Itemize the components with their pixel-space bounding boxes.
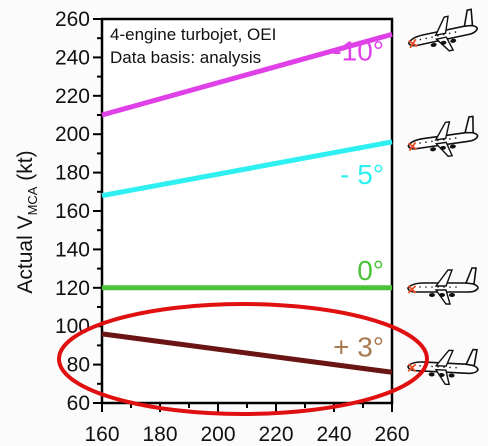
annotation-line-1: 4-engine turbojet, OEI [110,25,276,44]
series-line-0 [101,31,393,118]
y-tick-label: 60 [67,392,90,415]
airplane-icon: × [407,267,479,305]
engine-failure-marker: × [406,33,420,54]
y-tick-label: 140 [55,238,90,261]
x-tick-label: 180 [142,423,177,446]
engine-failure-marker: × [407,280,417,299]
tick-labels-group: 60 80 100 120 140 160 180 200 220 240 260 160 180 200… [55,8,410,446]
x-tick-label: 260 [374,423,409,446]
x-tick-label: 200 [200,423,235,446]
y-tick-label: 260 [55,8,90,31]
series-label-3: + 3° [333,331,384,362]
airplane-icon: × [406,115,479,158]
engine-failure-marker: × [407,358,418,377]
series-line-3 [101,331,393,375]
x-tick-label: 220 [258,423,293,446]
series-label-1: - 5° [340,159,384,190]
series-group [101,31,393,375]
airplane-icons-group: × × × × [406,8,479,386]
y-tick-label: 220 [55,85,90,108]
series-line-1 [101,139,393,199]
y-axis-label-unit: (kt) [14,150,37,186]
annotation-line-2: Data basis: analysis [110,48,261,67]
airplane-icon: × [407,348,479,386]
y-axis-label-subscript: MCA [25,186,40,215]
highlight-ellipse [57,302,429,416]
y-tick-label: 200 [55,123,90,146]
y-axis-label: Actual VMCA (kt) [14,150,40,293]
airplane-icon: × [406,8,479,54]
y-tick-label: 160 [55,200,90,223]
x-tick-label: 160 [84,423,119,446]
series-labels-group: -10° - 5° 0° + 3° [332,35,384,362]
x-tick-label: 240 [316,423,351,446]
y-tick-label: 180 [55,162,90,185]
engine-failure-marker: × [406,137,419,157]
y-tick-label: 240 [55,46,90,69]
series-label-0: -10° [332,35,384,66]
series-label-2: 0° [357,255,384,286]
y-axis-label-main: Actual V [14,215,37,293]
y-tick-label: 80 [67,354,90,377]
y-tick-label: 100 [55,315,90,338]
y-tick-label: 120 [55,277,90,300]
